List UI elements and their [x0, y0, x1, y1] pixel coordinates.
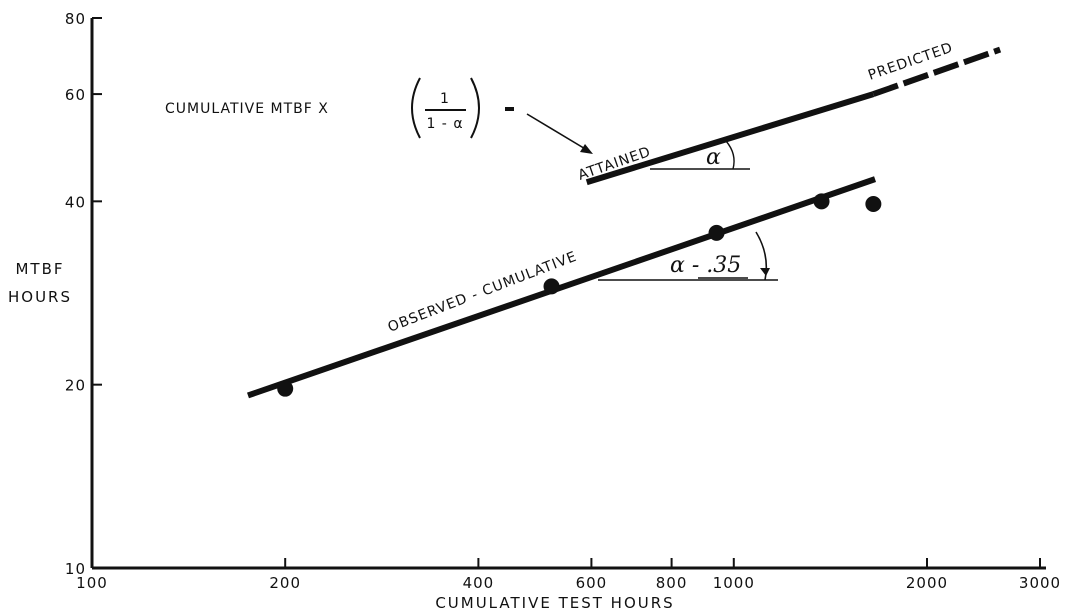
- observed-angle-marker: α - .35: [598, 231, 778, 281]
- predicted-label: PREDICTED: [866, 40, 955, 84]
- x-tick-label: 200: [269, 574, 301, 592]
- attained-angle-marker: α: [650, 140, 750, 170]
- attained-angle-arc: [725, 140, 735, 170]
- x-tick-label: 1000: [713, 574, 755, 592]
- alpha-value-label: α - .35: [670, 253, 741, 278]
- points-layer: [277, 193, 882, 397]
- x-ticks: 100 200 400 600 800 1000 2000 3000: [76, 558, 1061, 592]
- formula-left-paren: [411, 77, 421, 139]
- observed-angle-arc: [755, 231, 768, 281]
- formula-numerator: 1: [440, 91, 450, 107]
- y-axis-title-line1: MTBF: [15, 260, 64, 278]
- data-point: [277, 380, 294, 397]
- series-line-observed-cumulative: [247, 176, 877, 399]
- y-ticks: 10 20 40 60 80: [65, 10, 102, 578]
- formula-annotation: CUMULATIVE MTBF X 1 1 - α: [165, 77, 593, 154]
- data-point: [813, 193, 830, 210]
- y-tick-label: 20: [65, 377, 86, 395]
- attained-alpha-symbol: α: [706, 145, 721, 170]
- x-tick-label: 400: [463, 574, 495, 592]
- y-tick-label: 10: [65, 560, 86, 578]
- x-tick-label: 800: [656, 574, 688, 592]
- series-line-attained: [585, 91, 875, 186]
- series-line-predicted: [872, 46, 1002, 97]
- series-layer: [247, 46, 1002, 399]
- x-tick-label: 3000: [1019, 574, 1061, 592]
- x-axis-title: CUMULATIVE TEST HOURS: [435, 594, 674, 612]
- x-tick-label: 2000: [906, 574, 948, 592]
- formula-prefix: CUMULATIVE MTBF X: [165, 101, 329, 117]
- y-tick-label: 80: [65, 10, 86, 28]
- y-tick-label: 60: [65, 86, 86, 104]
- y-axis-title-line2: HOURS: [8, 288, 72, 306]
- x-tick-label: 100: [76, 574, 108, 592]
- data-point: [708, 224, 725, 241]
- formula-pointer-arrow: [526, 113, 588, 151]
- formula-denominator: 1 - α: [426, 116, 463, 132]
- formula-pointer-arrowhead: [580, 144, 593, 154]
- data-point: [865, 195, 882, 212]
- x-tick-label: 600: [576, 574, 608, 592]
- axes: [90, 18, 1046, 570]
- observed-angle-arrowhead: [760, 268, 770, 276]
- data-point: [543, 278, 560, 295]
- formula-right-paren: [470, 77, 480, 139]
- y-tick-label: 40: [65, 193, 86, 211]
